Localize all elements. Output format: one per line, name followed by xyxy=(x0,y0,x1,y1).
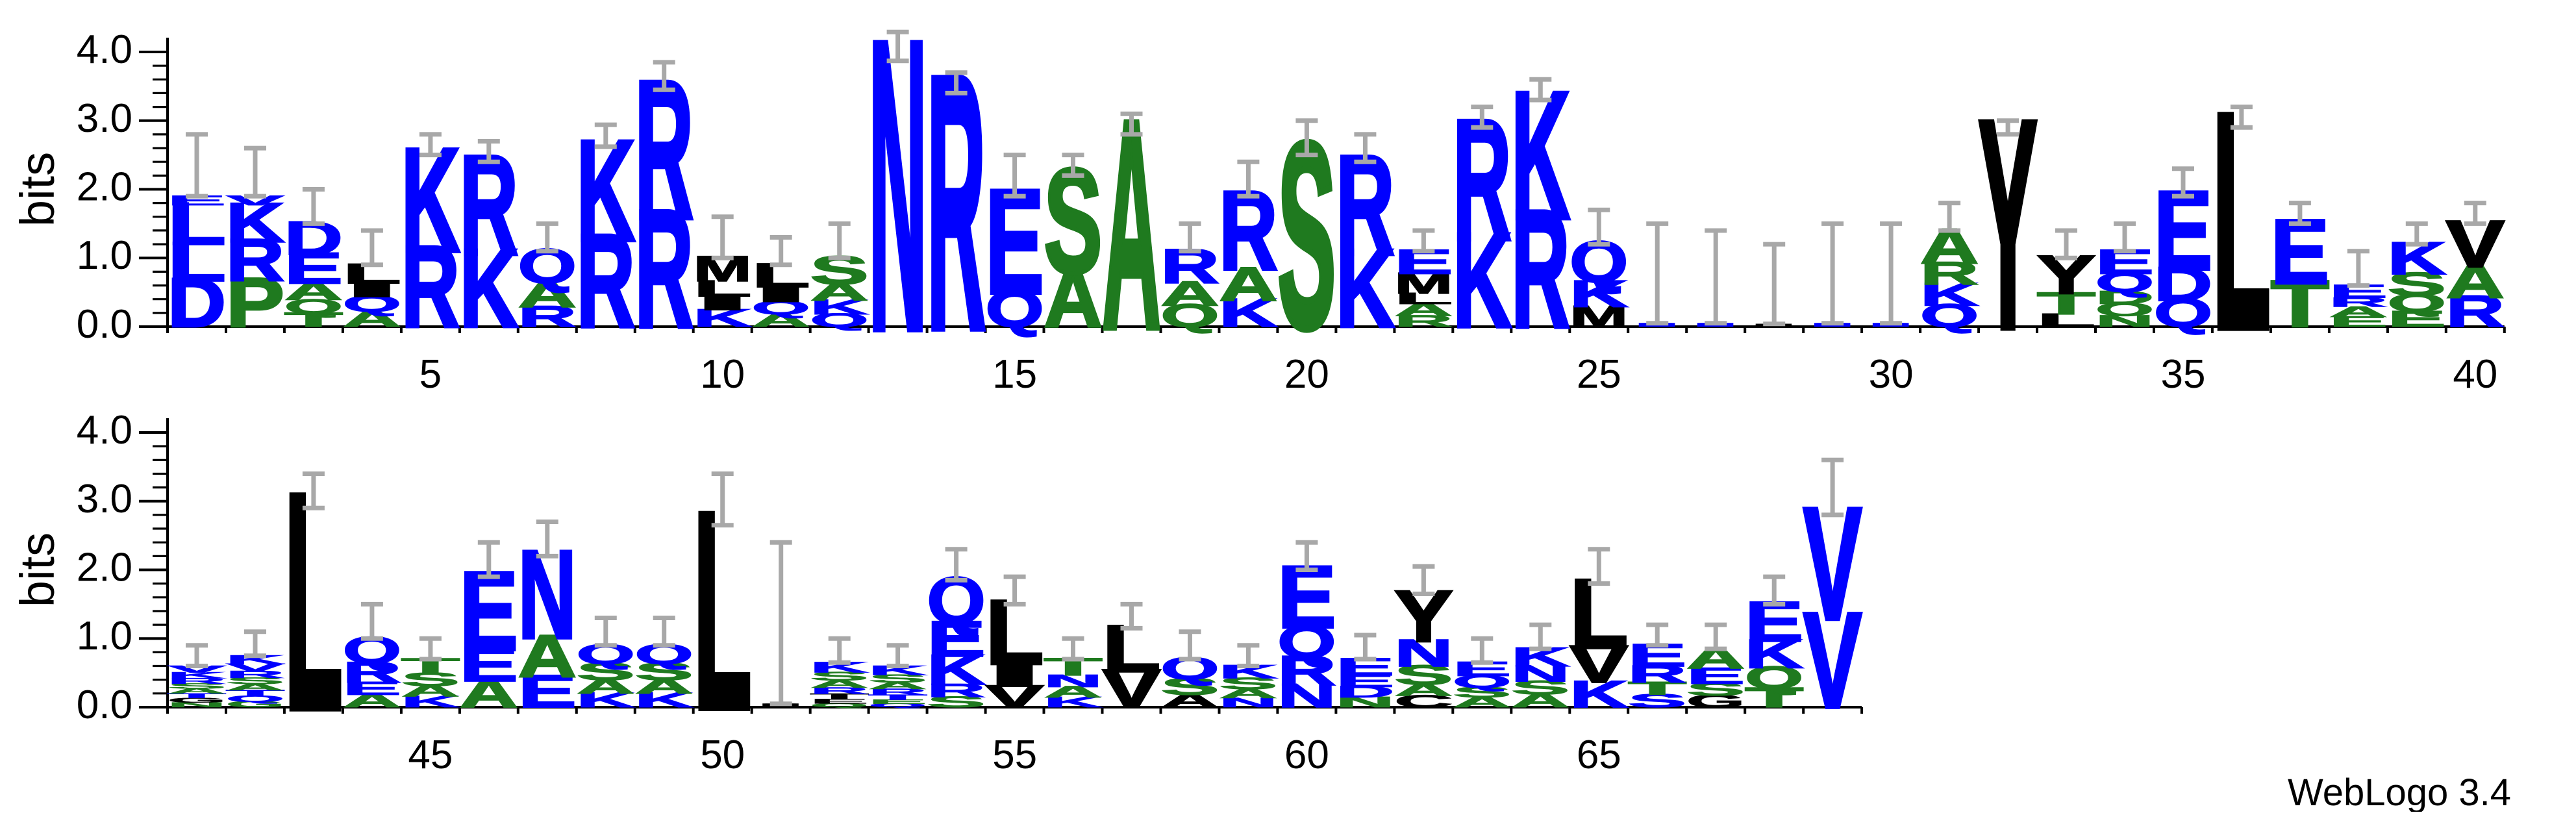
svg-text:3.0: 3.0 xyxy=(77,96,132,141)
svg-text:30: 30 xyxy=(1869,352,1914,397)
svg-text:3.0: 3.0 xyxy=(77,477,132,521)
svg-text:15: 15 xyxy=(992,352,1037,397)
svg-text:40: 40 xyxy=(2453,352,2497,397)
svg-text:2.0: 2.0 xyxy=(77,165,132,210)
svg-text:L: L xyxy=(2212,50,2271,392)
svg-text:WebLogo 3.4: WebLogo 3.4 xyxy=(2288,771,2511,812)
svg-text:0.0: 0.0 xyxy=(77,302,132,347)
svg-text:1.0: 1.0 xyxy=(77,233,132,278)
svg-text:2.0: 2.0 xyxy=(77,545,132,590)
svg-text:0.0: 0.0 xyxy=(77,683,132,727)
svg-text:bits: bits xyxy=(10,533,64,607)
svg-text:25: 25 xyxy=(1577,352,1621,397)
svg-text:65: 65 xyxy=(1577,733,1621,777)
svg-text:A: A xyxy=(1103,60,1161,390)
svg-text:5: 5 xyxy=(419,352,442,397)
svg-text:1.0: 1.0 xyxy=(77,614,132,658)
svg-text:4.0: 4.0 xyxy=(77,408,132,453)
svg-text:55: 55 xyxy=(992,733,1037,777)
svg-text:4.0: 4.0 xyxy=(77,27,132,72)
svg-text:45: 45 xyxy=(408,733,453,777)
svg-text:bits: bits xyxy=(10,152,64,227)
svg-text:60: 60 xyxy=(1284,733,1329,777)
svg-text:Y: Y xyxy=(1979,60,2037,390)
svg-text:10: 10 xyxy=(700,352,745,397)
svg-text:R: R xyxy=(927,3,986,403)
svg-text:35: 35 xyxy=(2161,352,2206,397)
